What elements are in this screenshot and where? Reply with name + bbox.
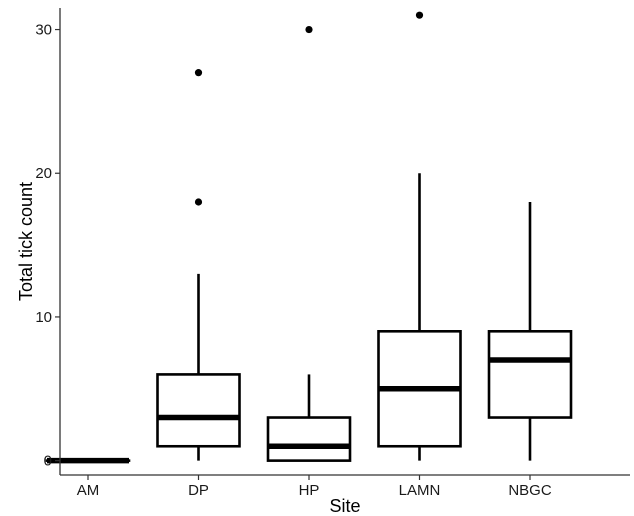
x-tick-label: NBGC bbox=[508, 482, 552, 499]
outlier-point bbox=[415, 11, 424, 19]
outlier-point bbox=[194, 198, 203, 206]
outlier-point bbox=[305, 25, 313, 34]
x-tick-label: DP bbox=[188, 482, 209, 499]
axes-layer bbox=[59, 8, 630, 476]
iqr-box bbox=[266, 416, 352, 462]
iqr-box bbox=[487, 330, 573, 419]
y-tick-label: 20 bbox=[35, 165, 52, 182]
box-lamn bbox=[377, 11, 462, 461]
x-ticks: AM DP HP LAMN NBGC bbox=[77, 475, 552, 499]
y-tick-label: 30 bbox=[35, 22, 52, 39]
x-tick-label: HP bbox=[299, 482, 320, 499]
box-hp bbox=[266, 25, 352, 462]
outlier-point bbox=[194, 69, 203, 77]
boxes-layer bbox=[45, 11, 573, 464]
box-nbgc bbox=[487, 201, 573, 461]
box-dp bbox=[156, 69, 241, 461]
x-axis-title: Site bbox=[329, 496, 360, 516]
y-axis-title: Total tick count bbox=[16, 182, 36, 301]
y-ticks: 0 10 20 30 bbox=[35, 22, 60, 470]
y-tick-label: 10 bbox=[35, 309, 52, 326]
y-tick-label: 0 bbox=[44, 453, 52, 470]
x-tick-label: AM bbox=[77, 482, 100, 499]
x-tick-label: LAMN bbox=[399, 482, 441, 499]
iqr-box bbox=[156, 373, 241, 448]
